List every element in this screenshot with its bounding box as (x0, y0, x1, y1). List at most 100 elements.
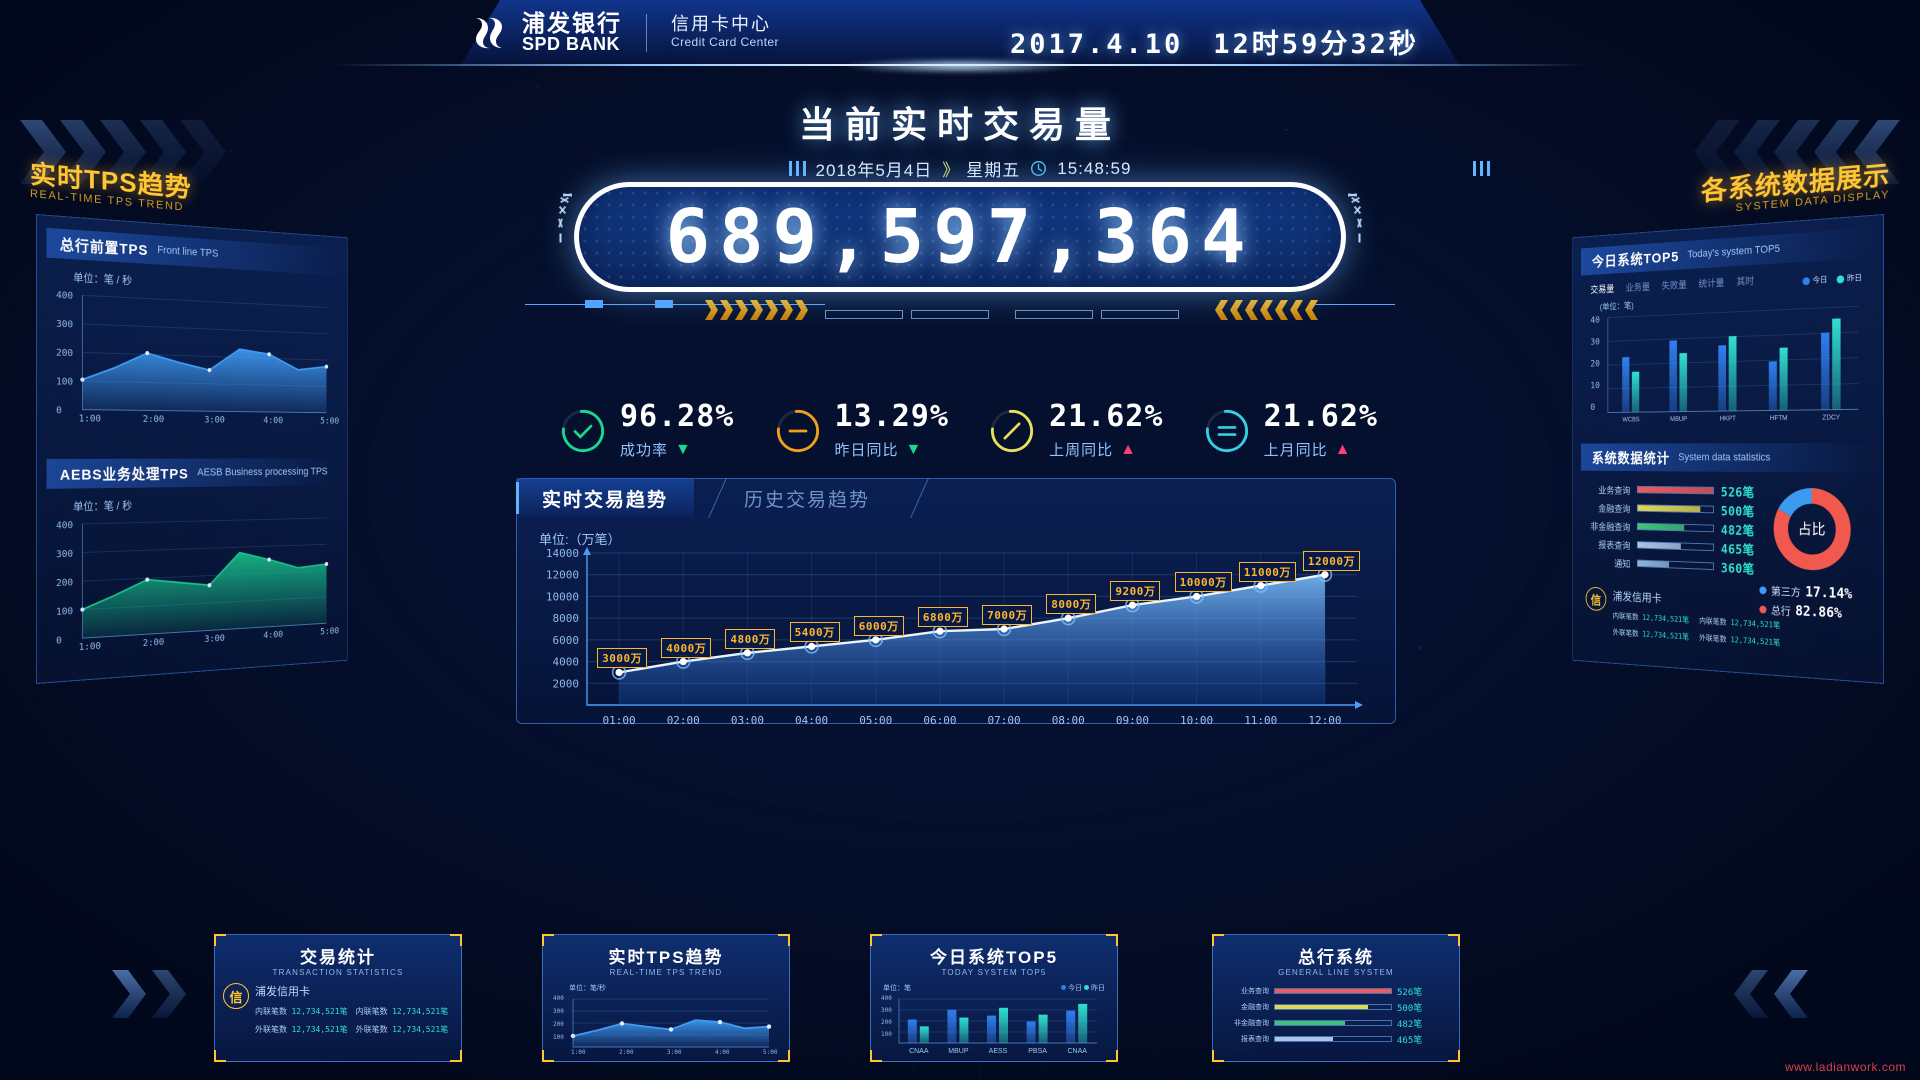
tps-y-tick: 300 (56, 548, 74, 561)
card-legend: 单位：笔 今日 昨日 (883, 985, 1105, 992)
card-corner-decor (1106, 934, 1118, 946)
tab-realtime-trend[interactable]: 实时交易趋势 (516, 478, 695, 518)
bottom-card-body: 单位：笔/秒 400 300 200 100 1:00 2:00 3:00 4:00 5:00 (543, 983, 789, 1064)
kpi-value: 21.62% (1263, 399, 1378, 434)
chart-point-label: 9200万 (1110, 581, 1161, 602)
kpi-label: 上周同比 (1049, 442, 1114, 459)
svg-text:08:00: 08:00 (1052, 714, 1085, 727)
card-y-tick: 300 (553, 1008, 564, 1015)
stats-row-label: 报表查询 (1598, 540, 1631, 552)
kpi-label-wrap: 上周同比 ▲ (1049, 439, 1163, 460)
card-stat-value: 526笔 (1397, 987, 1423, 998)
spd-bank-logo-icon (476, 17, 502, 49)
card-stat-label: 业务查询 (1241, 988, 1269, 995)
tps-x-tick: 3:00 (204, 633, 225, 645)
tick-decor-left (788, 161, 806, 176)
chart-point-label: 4800万 (725, 628, 776, 649)
minus-icon (776, 409, 819, 453)
area-chart-svg (50, 512, 332, 658)
tps-chart-name-en: AESB Business processing TPS (197, 466, 328, 479)
hud-decor-bar (525, 296, 1395, 324)
card-x-tick: 4:00 (715, 1049, 730, 1056)
stats-bar-track (1636, 485, 1714, 495)
card-x-tick: 5:00 (763, 1049, 778, 1056)
svg-text:09:00: 09:00 (1116, 714, 1149, 727)
bottom-card-title-cn: 总行系统 (1298, 948, 1374, 967)
stats-header: 系统数据统计 System data statistics (1580, 443, 1874, 473)
card-corner-decor (214, 934, 226, 946)
card-y-tick: 400 (881, 995, 892, 1002)
tps-chart-name-cn: AEBS业务处理TPS (59, 465, 189, 484)
tps-y-tick: 400 (56, 520, 74, 532)
stats-row-value: 465笔 (1720, 542, 1755, 558)
svg-text:4000: 4000 (553, 656, 580, 669)
today-system-top5: 今日系统TOP5 Today's system TOP5 交易量 业务量 失败量 统计量其… (1580, 227, 1874, 437)
card-bar-fill (1275, 989, 1391, 993)
bottom-card-0[interactable]: 交易统计 TRANSACTION STATISTICS 信浦发信用卡 内联笔数 12,… (214, 934, 462, 1062)
top5-tab-4[interactable]: 其时 (1736, 276, 1755, 288)
tps-chart-body: 400 300 200 100 0 1:00 2:00 3:00 4:00 5:00 (50, 512, 339, 663)
bottom-card-title-en: TODAY SYSTEM TOP5 (941, 968, 1047, 977)
kpi-label-wrap: 上月同比 ▲ (1264, 439, 1378, 460)
card-y-tick: 200 (881, 1019, 892, 1026)
tab-history-trend-label: 历史交易趋势 (744, 489, 871, 511)
bank-name-cn: 浦发银行 (522, 10, 622, 36)
right-systems-panel: 今日系统TOP5 Today's system TOP5 交易量 业务量 失败量 统计量其… (1572, 214, 1884, 684)
trend-down-icon: ▼ (905, 440, 923, 458)
kpi-0: 96.28% 成功率 ▼ (558, 402, 734, 460)
chevron-right-icon: 》 (942, 161, 959, 180)
kpi-label-wrap: 昨日同比 ▼ (835, 439, 949, 460)
svg-text:MBUP: MBUP (1670, 416, 1687, 423)
svg-text:02:00: 02:00 (667, 714, 700, 727)
stats-row-label: 非金融查询 (1590, 521, 1631, 534)
kpi-value: 21.62% (1049, 399, 1164, 434)
top5-tab-2[interactable]: 失败量 (1661, 280, 1687, 292)
top5-tab-3[interactable]: 统计量 (1698, 278, 1725, 290)
card-corner-decor (1448, 1050, 1460, 1062)
trend-down-icon: ▼ (675, 440, 692, 458)
svg-text:14000: 14000 (546, 547, 579, 560)
card-stat-row: 报表查询 465笔 (1223, 1031, 1451, 1047)
bottom-card-1[interactable]: 实时TPS趋势 REAL-TIME TPS TREND 单位：笔/秒 400 300 20… (542, 934, 790, 1062)
card-unit: 单位：笔 (883, 985, 911, 992)
tps-x-tick: 1:00 (78, 413, 102, 425)
svg-text:CNAA: CNAA (1067, 1048, 1087, 1055)
bottom-card-2[interactable]: 今日系统TOP5 TODAY SYSTEM TOP5 单位：笔 今日 昨日 CNAA M… (870, 934, 1118, 1062)
bottom-card-title-en: GENERAL LINE SYSTEM (1278, 968, 1394, 977)
svg-text:12000: 12000 (546, 569, 579, 582)
tab-realtime-trend-label: 实时交易趋势 (542, 489, 669, 511)
svg-text:8000: 8000 (553, 612, 580, 625)
kpi-value: 13.29% (834, 399, 949, 434)
stats-bar-fill (1637, 542, 1681, 550)
stats-bar-track (1636, 559, 1714, 571)
kpi-label: 上月同比 (1263, 442, 1328, 459)
top5-tab-0[interactable]: 交易量 (1590, 284, 1615, 296)
dept-name-cn: 信用卡中心 (671, 14, 771, 35)
svg-text:11:00: 11:00 (1244, 714, 1277, 727)
card-y-tick: 200 (553, 1021, 564, 1028)
bank-name-en: SPD BANK (522, 34, 621, 55)
credit-card-summary: 信浦发信用卡 内联笔数 12,734,521笔 外联笔数 12,734,521笔 内联… (1585, 586, 1780, 651)
donut-svg: 占比 (1768, 482, 1856, 578)
top5-name-cn: 今日系统TOP5 (1591, 248, 1680, 270)
chart-point-label: 12000万 (1302, 550, 1361, 571)
tab-history-trend[interactable]: 历史交易趋势 (718, 478, 896, 518)
card-bar-track (1274, 1020, 1392, 1026)
card-bar-track (1274, 1004, 1392, 1010)
top5-tab-1[interactable]: 业务量 (1625, 282, 1651, 294)
bottom-card-title-en: TRANSACTION STATISTICS (272, 968, 404, 977)
kpi-value: 96.28% (620, 399, 735, 434)
kpi-3: 21.62% 上月同比 ▲ (1202, 402, 1378, 460)
top5-y-tick: 40 (1590, 315, 1600, 326)
card-y-tick: 400 (553, 995, 564, 1002)
dept-name-en: Credit Card Center (671, 35, 779, 50)
card-x-tick: 2:00 (619, 1049, 634, 1056)
bar-chart-svg: CNAA MBUP AESS PBSA CNAA (898, 998, 1097, 1055)
bottom-card-3[interactable]: 总行系统 GENERAL LINE SYSTEM 业务查询 526笔 金融查询 500笔非… (1212, 934, 1460, 1062)
watermark: www.ladianwork.com (1784, 1060, 1906, 1074)
card-stat-label: 金融查询 (1241, 1004, 1269, 1011)
tps-chart-header-0: 总行前置TPS Front line TPS (46, 227, 340, 276)
tps-chart-body: 400 300 200 100 0 1:00 2:00 3:00 4:00 5:00 (50, 288, 339, 434)
equals-icon (1205, 409, 1248, 453)
